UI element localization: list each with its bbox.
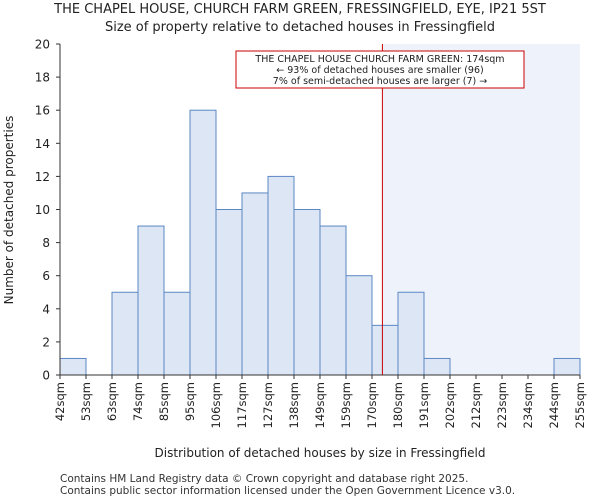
x-tick-label-212sqm: 212sqm: [469, 382, 483, 428]
bar-191sqm: [423, 357, 451, 376]
y-tick-label-10: 10: [35, 203, 50, 217]
y-tick-label-20: 20: [35, 38, 50, 52]
bar-244sqm: [553, 357, 581, 376]
y-tick-label-4: 4: [42, 302, 50, 316]
bar-127sqm: [267, 175, 295, 376]
y-tick-label-6: 6: [42, 269, 50, 283]
x-tick-label-234sqm: 234sqm: [521, 382, 535, 428]
annotation-box: THE CHAPEL HOUSE CHURCH FARM GREEN: 174s…: [235, 50, 525, 89]
x-tick-label-170sqm: 170sqm: [365, 382, 379, 428]
x-tick-label-127sqm: 127sqm: [261, 382, 275, 428]
annotation-line-2: ← 93% of detached houses are smaller (96…: [276, 65, 483, 76]
bar-117sqm: [241, 192, 269, 376]
x-axis-label: Distribution of detached houses by size …: [155, 446, 486, 460]
x-tick-label-42sqm: 42sqm: [53, 382, 67, 421]
x-tick-label-223sqm: 223sqm: [495, 382, 509, 428]
y-tick-label-18: 18: [35, 71, 50, 85]
x-tick-label-117sqm: 117sqm: [235, 382, 249, 428]
y-tick-label-8: 8: [42, 236, 50, 250]
x-tick-label-74sqm: 74sqm: [131, 382, 145, 421]
y-tick-label-14: 14: [35, 137, 50, 151]
y-tick-label-16: 16: [35, 104, 50, 118]
x-tick-label-149sqm: 149sqm: [313, 382, 327, 428]
bar-106sqm: [215, 209, 243, 376]
x-tick-label-202sqm: 202sqm: [443, 382, 457, 428]
y-tick-label-12: 12: [35, 170, 50, 184]
annotation-line-1: THE CHAPEL HOUSE CHURCH FARM GREEN: 174s…: [254, 54, 504, 65]
chart-subtitle: Size of property relative to detached ho…: [104, 20, 496, 35]
x-tick-label-63sqm: 63sqm: [105, 382, 119, 421]
bar-63sqm: [111, 291, 139, 376]
bar-85sqm: [163, 291, 191, 376]
bar-170sqm: [371, 324, 399, 376]
y-tick-label-0: 0: [42, 369, 50, 383]
x-tick-label-244sqm: 244sqm: [547, 382, 561, 428]
annotation-line-3: 7% of semi-detached houses are larger (7…: [273, 76, 487, 87]
x-tick-label-106sqm: 106sqm: [209, 382, 223, 428]
bar-159sqm: [345, 275, 373, 376]
bar-149sqm: [319, 225, 347, 376]
x-tick-label-138sqm: 138sqm: [287, 382, 301, 428]
bar-95sqm: [189, 109, 217, 376]
bar-42sqm: [59, 357, 87, 376]
x-tick-label-95sqm: 95sqm: [183, 382, 197, 421]
footer-line-1: Contains HM Land Registry data © Crown c…: [60, 473, 469, 485]
y-axis-label: Number of detached properties: [2, 116, 16, 305]
bar-180sqm: [397, 291, 425, 376]
bar-74sqm: [137, 225, 165, 376]
x-tick-label-180sqm: 180sqm: [391, 382, 405, 428]
x-tick-label-53sqm: 53sqm: [79, 382, 93, 421]
x-tick-label-255sqm: 255sqm: [573, 382, 587, 428]
x-tick-label-85sqm: 85sqm: [157, 382, 171, 421]
bar-138sqm: [293, 209, 321, 376]
y-tick-label-2: 2: [42, 335, 50, 349]
x-tick-label-191sqm: 191sqm: [417, 382, 431, 428]
x-tick-label-159sqm: 159sqm: [339, 382, 353, 428]
footer-line-2: Contains public sector information licen…: [60, 485, 516, 497]
chart-title: THE CHAPEL HOUSE, CHURCH FARM GREEN, FRE…: [54, 2, 546, 17]
